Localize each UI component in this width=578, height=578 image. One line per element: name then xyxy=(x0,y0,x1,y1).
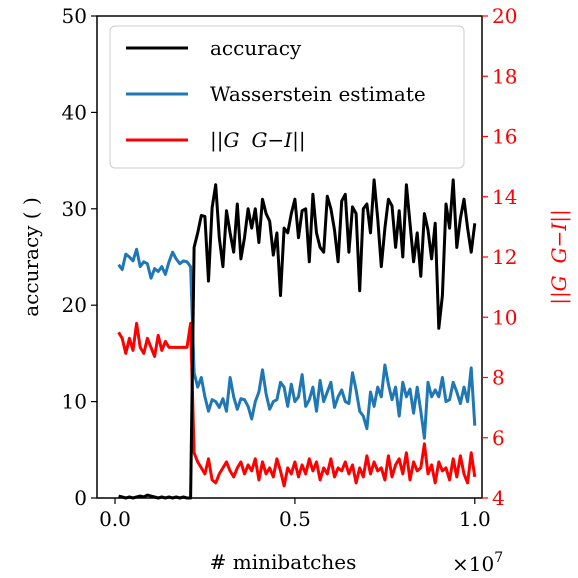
x-multiplier-exponent: 7 xyxy=(494,550,503,566)
x-multiplier-base: ×10 xyxy=(452,552,494,576)
y-left-tick-label: 50 xyxy=(62,4,87,28)
legend: accuracy Wasserstein estimate ||G G−I|| xyxy=(109,25,465,169)
y-right-tick-label: 20 xyxy=(492,4,517,28)
y-right-tick-label: 10 xyxy=(492,305,517,329)
x-tick-label: 1.0 xyxy=(459,507,491,531)
y-left-tick-label: 20 xyxy=(62,293,87,317)
y-left-tick-label: 30 xyxy=(62,197,87,221)
y-right-tick-label: 16 xyxy=(492,125,517,149)
y-right-title-g2: G xyxy=(547,247,571,263)
legend-gg-g1: G xyxy=(223,128,239,152)
left-axis: 0 10 20 30 40 50 xyxy=(62,4,97,510)
y-right-tick-label: 8 xyxy=(492,366,505,390)
series-line-wasserstein xyxy=(117,247,477,440)
series-line-accuracy xyxy=(118,178,477,500)
y-axis-right-title: ||GG−I|| xyxy=(547,209,572,305)
y-right-tick-label: 18 xyxy=(492,64,517,88)
plot-lines xyxy=(117,178,477,500)
legend-gg-minus-i: −I xyxy=(267,128,293,152)
y-right-title-minus-i: −I xyxy=(547,222,571,248)
y-right-tick-label: 12 xyxy=(492,245,517,269)
right-axis: 4 6 8 10 12 14 16 18 20 xyxy=(482,4,517,510)
y-right-tick-label: 14 xyxy=(492,185,517,209)
y-right-tick-label: 6 xyxy=(492,426,505,450)
x-multiplier: ×107 xyxy=(452,550,503,576)
legend-label-accuracy: accuracy xyxy=(210,36,302,60)
legend-box xyxy=(109,25,465,169)
legend-label-gg: ||G G−I|| xyxy=(210,128,306,153)
y-left-tick-label: 0 xyxy=(74,486,87,510)
x-axis-title: # minibatches xyxy=(210,550,357,574)
y-left-tick-label: 40 xyxy=(62,100,87,124)
y-right-tick-label: 4 xyxy=(492,486,505,510)
series-line-gg xyxy=(117,321,477,488)
x-tick-label: 0.0 xyxy=(99,507,131,531)
legend-label-wasserstein: Wasserstein estimate xyxy=(210,82,426,106)
y-right-title-g1: G xyxy=(547,275,571,291)
y-right-title-bars-left: || xyxy=(547,291,572,304)
y-axis-left-title: accuracy ( ) xyxy=(19,197,43,317)
legend-gg-bars-left: || xyxy=(210,128,223,153)
x-tick-label: 0.5 xyxy=(279,507,311,531)
legend-gg-g2: G xyxy=(251,128,267,152)
y-left-tick-label: 10 xyxy=(62,390,87,414)
legend-gg-bars-right: || xyxy=(292,128,305,153)
y-right-title-bars-right: || xyxy=(547,209,572,222)
bottom-axis: 0.0 0.5 1.0 xyxy=(99,498,491,531)
